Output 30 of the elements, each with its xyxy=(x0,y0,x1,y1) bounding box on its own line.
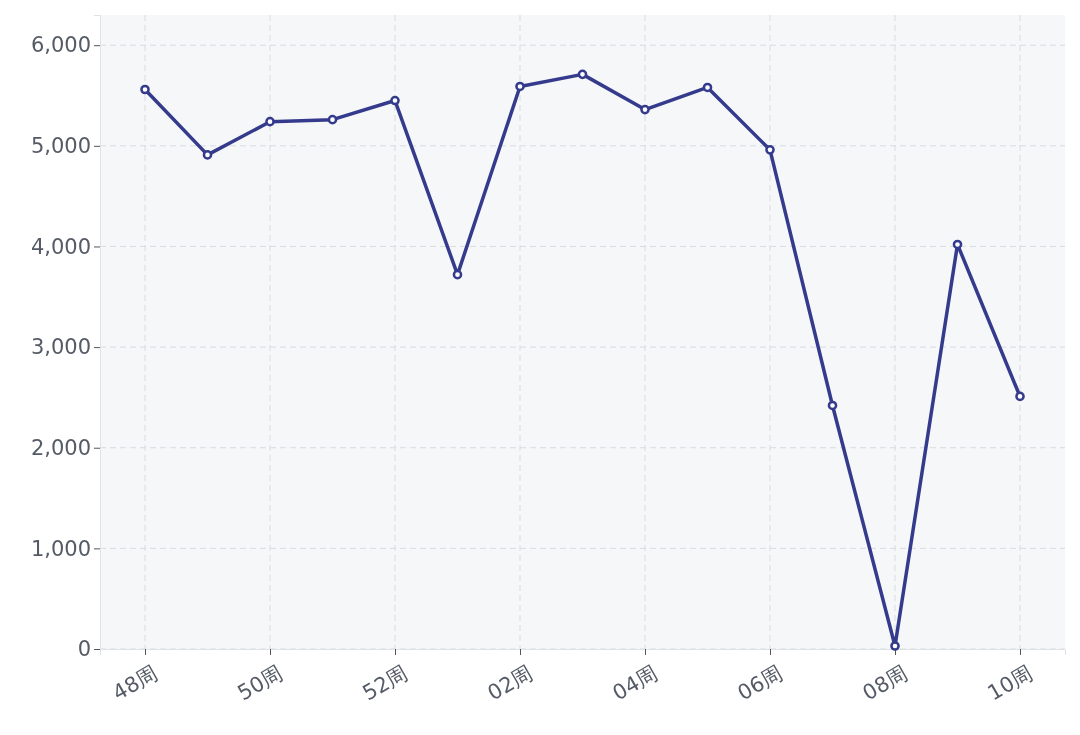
point xyxy=(327,114,338,125)
x-tick-label: 52周 xyxy=(358,660,412,706)
x-tick-label: 06周 xyxy=(733,660,787,706)
x-tick-label: 08周 xyxy=(858,660,912,706)
point xyxy=(265,116,275,127)
y-tick-label: 1,000 xyxy=(30,536,91,561)
point xyxy=(515,81,525,92)
point xyxy=(452,269,463,280)
x-tick-label: 10周 xyxy=(983,660,1037,706)
x-tick-label: 48周 xyxy=(108,660,162,706)
point xyxy=(765,145,775,155)
point xyxy=(702,82,713,93)
point xyxy=(577,69,588,80)
point xyxy=(1015,391,1025,402)
point xyxy=(890,641,900,651)
x-tick-label: 50周 xyxy=(233,660,287,706)
y-tick-label: 5,000 xyxy=(30,134,91,159)
y-tick-label: 4,000 xyxy=(30,234,91,259)
y-tick-label: 2,000 xyxy=(30,435,91,460)
point xyxy=(827,400,838,411)
x-tick-label: 04周 xyxy=(608,660,662,706)
point xyxy=(952,239,963,250)
point xyxy=(140,84,150,95)
x-tick-label: 02周 xyxy=(483,660,537,706)
point xyxy=(202,150,213,160)
point xyxy=(390,95,400,106)
y-tick-label: 3,000 xyxy=(30,335,91,360)
y-tick-label: 6,000 xyxy=(30,33,91,58)
y-tick-label: 0 xyxy=(77,637,91,662)
point xyxy=(640,104,650,115)
